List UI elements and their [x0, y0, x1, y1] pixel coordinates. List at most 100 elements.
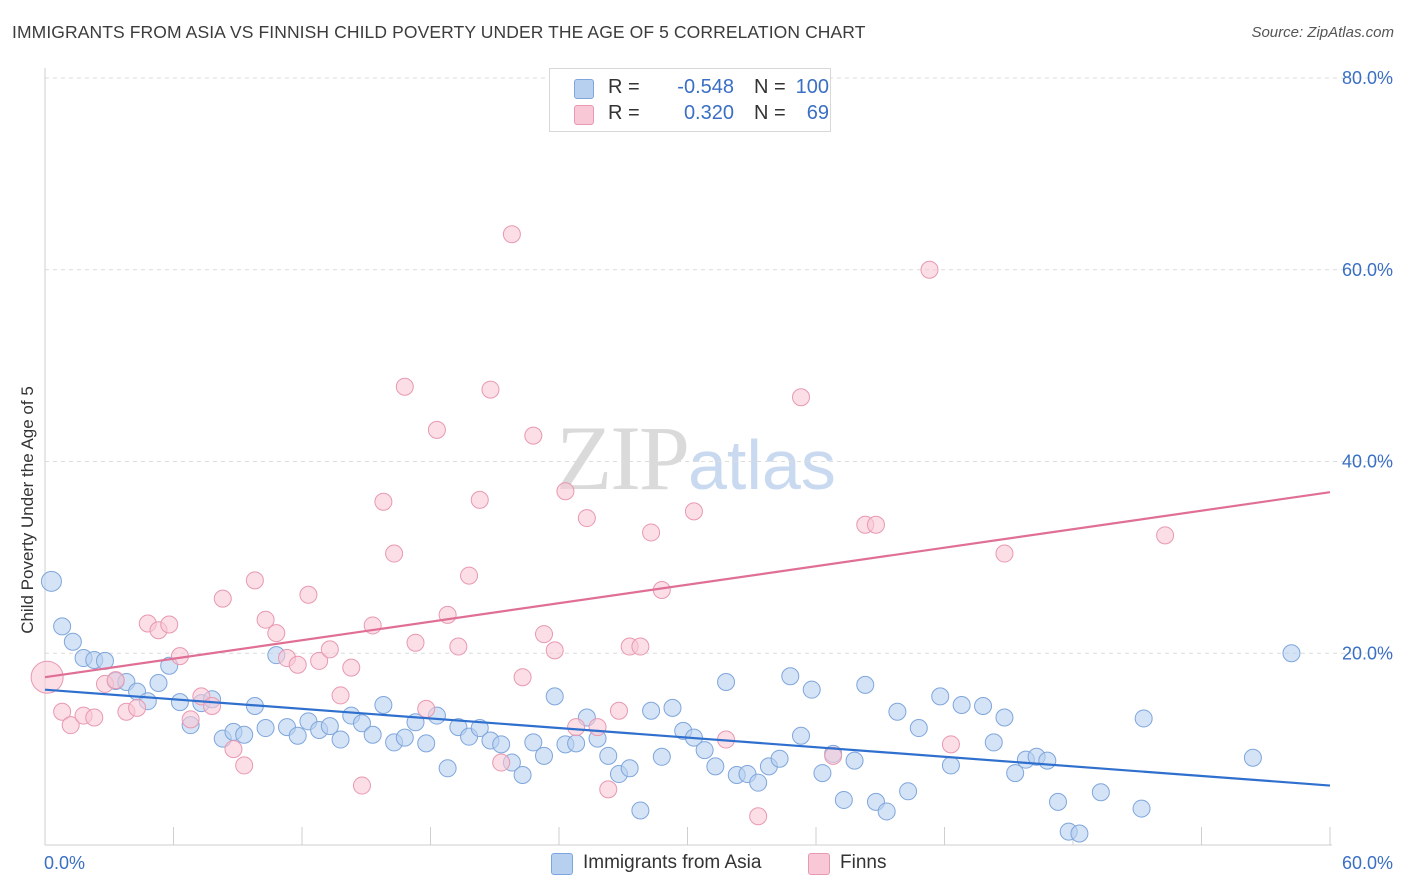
- bottom-legend-swatch-finns: [808, 853, 830, 875]
- correlation-legend: R = -0.548 N = 100 R = 0.320 N = 69: [549, 68, 831, 132]
- data-point: [599, 746, 618, 765]
- data-points: [30, 225, 1301, 843]
- data-point: [866, 515, 885, 534]
- data-point: [824, 746, 843, 765]
- data-point: [524, 733, 543, 752]
- data-point: [128, 698, 147, 717]
- legend-n-label: N =: [754, 76, 786, 98]
- data-point: [256, 610, 275, 629]
- data-point: [310, 651, 329, 670]
- data-point: [427, 420, 446, 439]
- data-point: [920, 260, 939, 279]
- data-point: [513, 668, 532, 687]
- x-tick-label: 0.0%: [44, 853, 85, 873]
- grid-lines: [45, 77, 1392, 654]
- data-point: [995, 544, 1014, 563]
- y-tick-label: 60.0%: [1342, 260, 1393, 280]
- data-point: [535, 625, 554, 644]
- data-point: [931, 687, 950, 706]
- data-point: [1070, 824, 1089, 843]
- data-point: [1243, 748, 1262, 767]
- data-point: [952, 696, 971, 715]
- data-point: [1049, 792, 1068, 811]
- legend-r-value: 0.320: [683, 102, 734, 124]
- data-point: [941, 756, 960, 775]
- data-point: [620, 759, 639, 778]
- data-point: [642, 701, 661, 720]
- data-point: [856, 675, 875, 694]
- data-point: [813, 764, 832, 783]
- data-point: [331, 730, 350, 749]
- trend-line: [44, 491, 1331, 679]
- data-point: [899, 782, 918, 801]
- data-point: [149, 673, 168, 692]
- data-point: [631, 801, 650, 820]
- legend-n-value: 100: [795, 76, 829, 98]
- data-point: [1134, 709, 1153, 728]
- data-point: [245, 571, 264, 590]
- legend-r-label: R =: [608, 102, 640, 124]
- data-point: [652, 747, 671, 766]
- data-point: [995, 708, 1014, 727]
- data-point: [385, 544, 404, 563]
- data-point: [331, 686, 350, 705]
- legend-r-label: R =: [608, 76, 640, 98]
- data-point: [299, 585, 318, 604]
- data-point: [535, 746, 554, 765]
- legend-n-value: 69: [806, 102, 829, 124]
- y-tick-label: 40.0%: [1342, 452, 1393, 472]
- data-point: [609, 701, 628, 720]
- data-point: [513, 766, 532, 785]
- data-point: [417, 734, 436, 753]
- data-point: [288, 726, 307, 745]
- data-point: [235, 725, 254, 744]
- data-point: [717, 673, 736, 692]
- data-point: [267, 624, 286, 643]
- data-point: [460, 566, 479, 585]
- data-point: [888, 702, 907, 721]
- source-label: Source: ZipAtlas.com: [1251, 24, 1394, 41]
- data-point: [974, 696, 993, 715]
- data-point: [213, 589, 232, 608]
- data-point: [374, 492, 393, 511]
- data-point: [909, 719, 928, 738]
- data-point: [224, 740, 243, 759]
- data-point: [181, 710, 200, 729]
- data-point: [320, 717, 339, 736]
- data-point: [85, 708, 104, 727]
- data-point: [40, 570, 62, 592]
- data-point: [631, 637, 650, 656]
- data-point: [235, 756, 254, 775]
- trend-lines: [44, 491, 1331, 787]
- data-point: [170, 693, 189, 712]
- data-point: [53, 702, 72, 721]
- tick-labels: 20.0% 40.0% 60.0% 80.0% 0.0% 60.0%: [44, 68, 1393, 873]
- data-point: [352, 714, 371, 733]
- data-point: [567, 718, 586, 737]
- data-point: [749, 773, 768, 792]
- x-tick-label: 60.0%: [1342, 853, 1393, 873]
- watermark-zip: ZIP: [556, 407, 690, 509]
- trend-line: [44, 688, 1331, 787]
- data-point: [417, 699, 436, 718]
- data-point: [1282, 644, 1301, 663]
- y-tick-label: 80.0%: [1342, 68, 1393, 88]
- axes: [44, 68, 1332, 846]
- data-point: [203, 696, 222, 715]
- data-point: [1156, 526, 1175, 545]
- bottom-legend-swatch-asia: [551, 853, 573, 875]
- data-point: [599, 780, 618, 799]
- data-point: [320, 640, 339, 659]
- data-point: [1038, 751, 1057, 770]
- data-point: [481, 380, 500, 399]
- data-point: [524, 426, 543, 445]
- data-point: [941, 735, 960, 754]
- data-point: [834, 790, 853, 809]
- data-point: [567, 734, 586, 753]
- data-point: [288, 655, 307, 674]
- bottom-legend-label-asia: Immigrants from Asia: [583, 852, 762, 873]
- legend-n-label: N =: [754, 102, 786, 124]
- legend-swatch-asia: [574, 79, 594, 99]
- data-point: [61, 716, 80, 735]
- data-point: [470, 490, 489, 509]
